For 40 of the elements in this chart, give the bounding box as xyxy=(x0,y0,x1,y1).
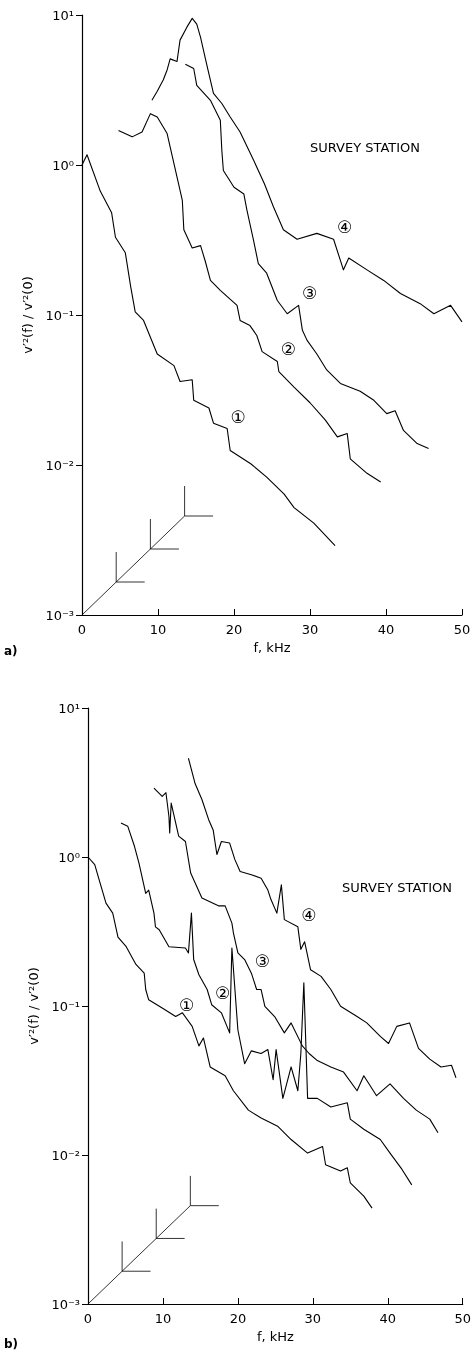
text: a) xyxy=(4,644,18,658)
x-tick-label: 30 xyxy=(304,1311,322,1326)
line-series xyxy=(184,63,430,449)
x-tick-label: 20 xyxy=(225,622,243,637)
line-series xyxy=(151,17,463,323)
x-tick-label: 40 xyxy=(377,622,395,637)
y-tick-label: 10⁻¹ xyxy=(51,998,80,1014)
x-axis-title: f, kHz xyxy=(253,640,291,655)
y-tick-label: 10¹ xyxy=(58,700,80,716)
x-tick-label: 40 xyxy=(379,1311,397,1326)
text: b) xyxy=(4,1337,19,1351)
x-tick-label: 50 xyxy=(454,1311,471,1326)
series-label: ③ xyxy=(254,951,271,972)
y-tick-label: 10⁻¹ xyxy=(45,307,74,323)
y-tick-label: 10⁻² xyxy=(45,457,74,473)
x-tick-label: 20 xyxy=(229,1311,247,1326)
annotation: SURVEY STATION xyxy=(341,879,453,895)
x-axis-title: f, kHz xyxy=(256,1329,295,1344)
annotation: SURVEY STATION xyxy=(310,140,421,155)
x-tick-label: 30 xyxy=(301,622,319,637)
y-axis-title: v′²(f) / v′²(0) xyxy=(26,967,41,1045)
y-tick-label: 10⁻² xyxy=(51,1147,80,1163)
y-tick-label: 10¹ xyxy=(52,7,74,23)
x-tick-label: 10 xyxy=(149,622,167,637)
y-tick-label: 10⁻³ xyxy=(45,607,74,623)
x-tick-label: 10 xyxy=(154,1311,172,1326)
series-label: ④ xyxy=(301,904,317,925)
y-tick-label: 10⁰ xyxy=(58,849,80,865)
series-label: ① xyxy=(230,406,246,427)
y-axis-title: v′²(f) / v′²(0) xyxy=(20,276,35,354)
x-tick-label: 0 xyxy=(77,622,87,637)
series-label: ④ xyxy=(336,217,353,238)
x-tick-label: 50 xyxy=(453,622,471,637)
x-tick-label: 0 xyxy=(83,1311,93,1326)
y-tick-label: 10⁰ xyxy=(52,157,74,173)
series-label: ③ xyxy=(301,283,318,304)
series-label: ① xyxy=(179,994,195,1015)
series-label: ② xyxy=(280,339,296,360)
y-tick-label: 10⁻³ xyxy=(51,1296,80,1312)
series-label: ② xyxy=(215,982,231,1003)
